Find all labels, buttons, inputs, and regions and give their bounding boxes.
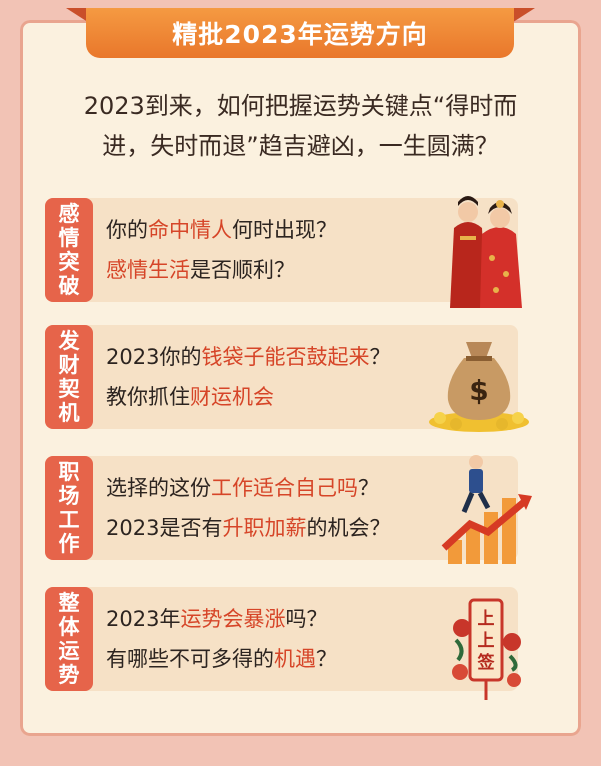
card-career[interactable] <box>45 456 518 560</box>
career-growth-icon <box>441 455 532 564</box>
svg-text:$: $ <box>469 374 488 407</box>
lot-text: 上上签 <box>477 609 495 673</box>
fortune-lot-icon: 上上签 <box>450 590 522 702</box>
tag-overall: 整体运势 <box>45 587 93 691</box>
intro-line-2: 进，失时而退”趋吉避凶，一生圆满？ <box>102 132 499 160</box>
tag-wealth: 发财契机 <box>45 325 93 429</box>
intro-line-1: 2023到来，如何把握运势关键点“得时而 <box>83 92 518 120</box>
card-wealth-text: 2023你的钱袋子能否鼓起来？ 教你抓住财运机会 <box>106 345 391 409</box>
tag-career: 职场工作 <box>45 456 93 560</box>
card-career-text: 选择的这份工作适合自己吗？ 2023是否有升职加薪的机会？ <box>106 476 391 540</box>
card-love-text: 你的命中情人何时出现？ 感情生活是否顺利？ <box>106 218 337 282</box>
intro-text: 2023到来，如何把握运势关键点“得时而 进，失时而退”趋吉避凶，一生圆满？ <box>40 86 561 166</box>
card-wealth[interactable] <box>45 325 518 429</box>
page-title: 精批2023年运势方向 <box>86 8 514 58</box>
tag-love: 感情突破 <box>45 198 93 302</box>
wedding-couple-icon <box>450 196 522 308</box>
money-bag-icon: $ <box>429 342 529 432</box>
card-love[interactable] <box>45 198 518 302</box>
card-overall-text: 2023年运势会暴涨吗？ 有哪些不可多得的机遇？ <box>106 607 337 671</box>
card-overall[interactable] <box>45 587 518 691</box>
